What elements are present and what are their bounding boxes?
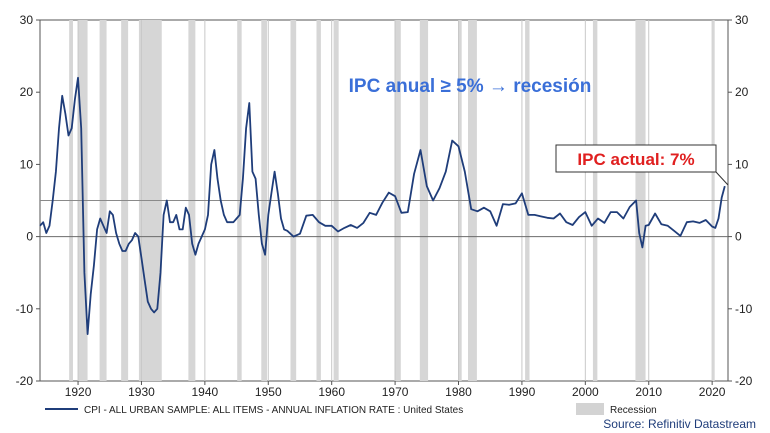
xtick-label: 2000 [572,385,599,399]
series-line-cpi [39,76,726,335]
xtick-label: 2020 [699,385,726,399]
xtick-label: 1970 [382,385,409,399]
legend-series-label: CPI - ALL URBAN SAMPLE: ALL ITEMS - ANNU… [84,405,463,416]
xtick-label: 1930 [128,385,155,399]
callout-pointer [715,171,729,186]
xtick-label: 1980 [445,385,472,399]
xtick-label: 1960 [318,385,345,399]
current-cpi-callout: IPC actual: 7% [555,144,729,186]
legend: CPI - ALL URBAN SAMPLE: ALL ITEMS - ANNU… [45,403,657,416]
xtick-label: 1950 [255,385,282,399]
ytick-label-right: -10 [735,302,753,316]
ytick-label-right: 20 [735,85,749,99]
x-axis-ticks: 1920 1930 1940 1950 1960 1970 1980 1990 2000 2010… [65,381,726,399]
xtick-label: 1990 [509,385,536,399]
ytick-label-left: 0 [26,230,33,244]
callout-text: IPC actual: 7% [577,150,694,169]
ytick-label-left: 30 [20,13,34,27]
series-layer [39,76,726,335]
ytick-label-right: 0 [735,230,742,244]
ytick-label-right: 10 [735,157,749,171]
ytick-label-left: 20 [20,85,34,99]
callout-box [555,144,717,173]
ytick-label-left: 10 [20,157,34,171]
source-note: Source: Refinitiv Datastream [603,417,756,431]
headline-annotation: IPC anual ≥ 5% → recesión [349,76,592,97]
ytick-label-right: 30 [735,13,749,27]
xtick-label: 2010 [635,385,662,399]
ytick-label-left: -20 [16,374,34,388]
ytick-label-right: -20 [735,374,753,388]
y-axis-ticks: -20 -20 -10 -10 0 0 10 10 20 20 30 30 [16,13,753,388]
xtick-label: 1920 [65,385,92,399]
legend-recession-label: Recession [610,405,657,416]
legend-recession-swatch [576,403,604,415]
ytick-label-left: -10 [16,302,34,316]
xtick-label: 1940 [192,385,219,399]
